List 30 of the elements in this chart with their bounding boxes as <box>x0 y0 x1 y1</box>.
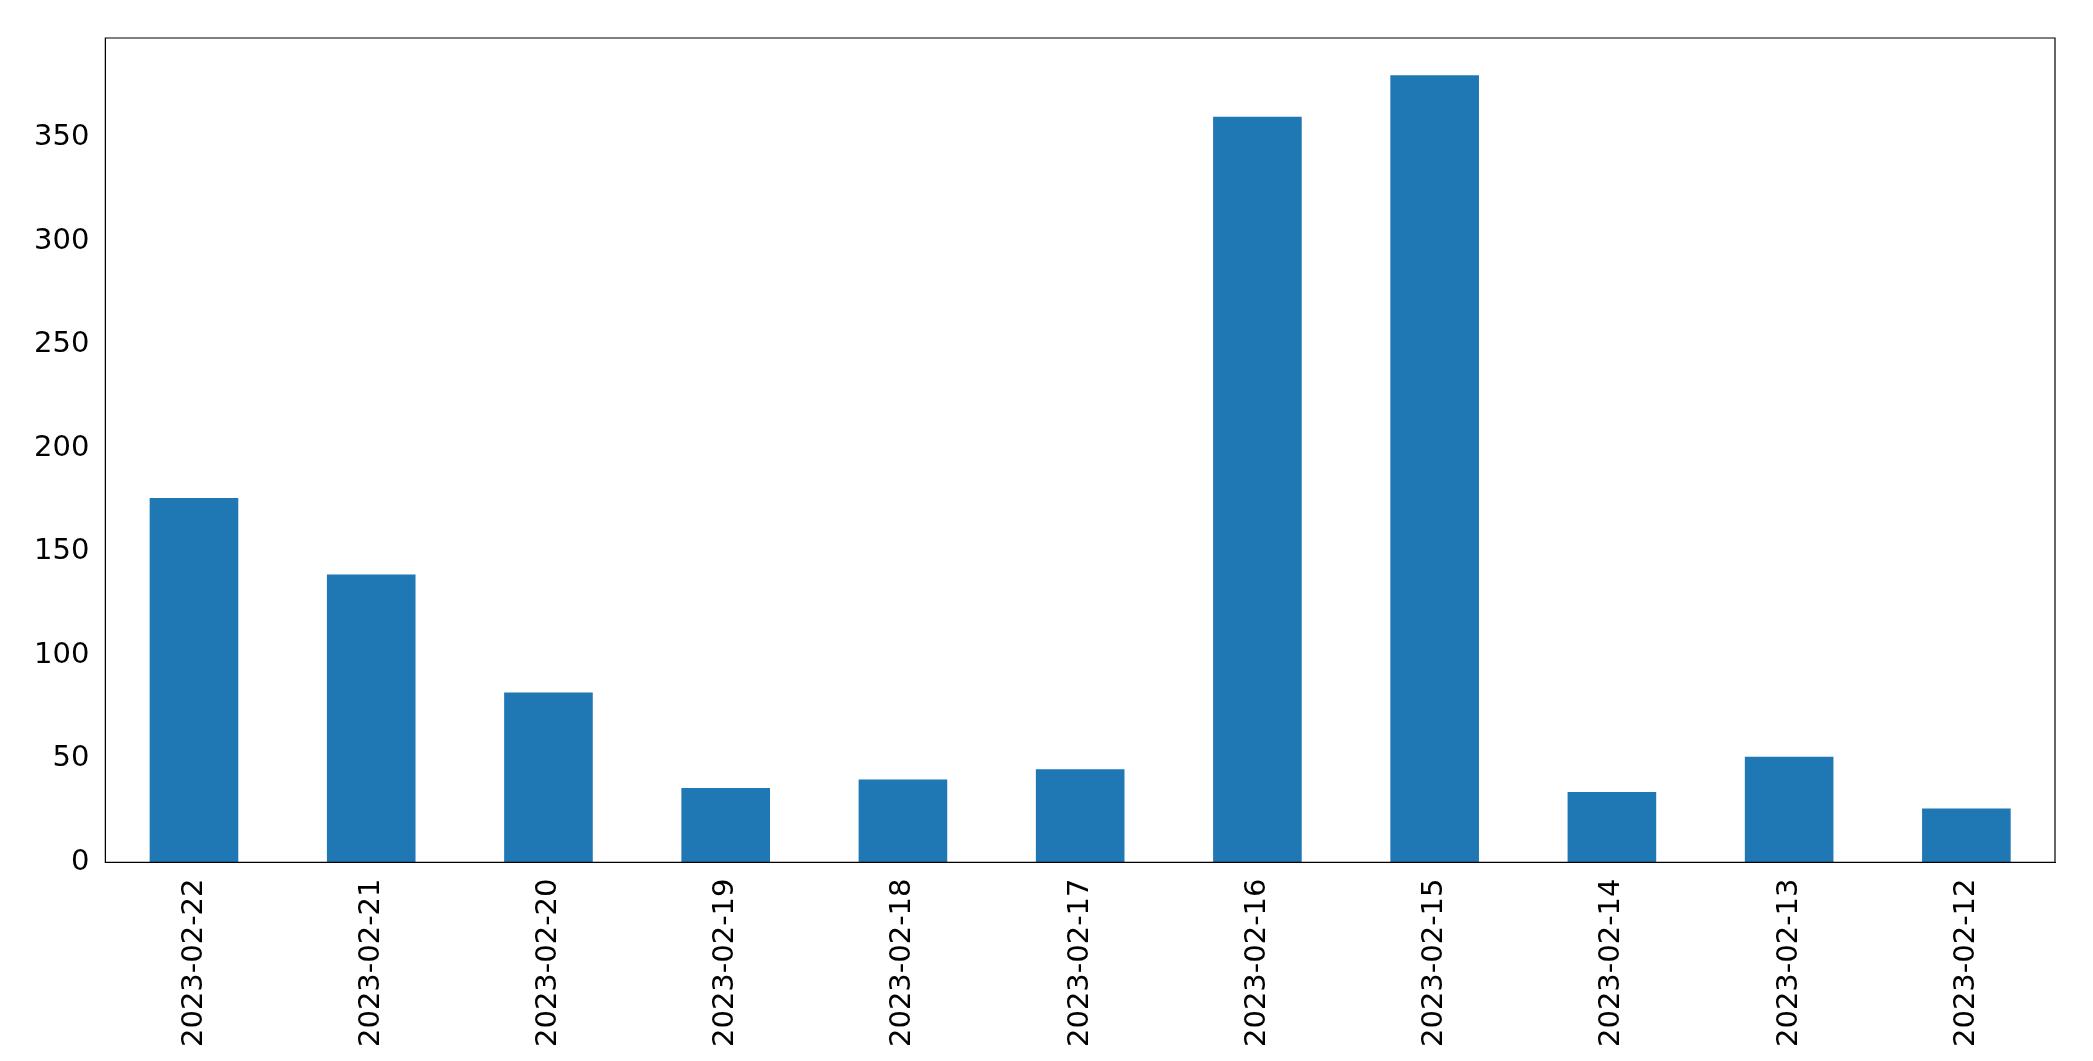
y-tick-label: 150 <box>33 532 90 567</box>
y-tick-label: 250 <box>33 325 90 360</box>
y-tick-label: 350 <box>33 117 90 152</box>
y-tick-label: 300 <box>33 221 90 256</box>
x-tick-label: 2023-02-22 <box>174 878 209 1048</box>
y-tick-label: 50 <box>52 739 90 774</box>
x-tick-label: 2023-02-15 <box>1415 878 1450 1048</box>
bar <box>504 692 593 863</box>
bar <box>1744 756 1834 863</box>
bar <box>1567 792 1657 863</box>
bar <box>326 574 416 863</box>
x-tick-label: 2023-02-17 <box>1060 878 1095 1048</box>
x-tick-label: 2023-02-16 <box>1237 878 1272 1048</box>
x-tick-label: 2023-02-20 <box>528 878 563 1048</box>
x-tick-label: 2023-02-12 <box>1946 878 1981 1048</box>
y-tick-label: 0 <box>70 843 90 877</box>
x-tick-label: 2023-02-13 <box>1769 878 1804 1048</box>
bar <box>1922 808 2011 863</box>
bar <box>858 779 948 863</box>
bar <box>1035 769 1125 863</box>
bar <box>681 787 771 863</box>
y-tick-label: 200 <box>33 428 90 463</box>
x-tick-label: 2023-02-21 <box>351 878 386 1048</box>
y-tick-label: 100 <box>33 635 90 670</box>
x-tick-label: 2023-02-14 <box>1592 878 1627 1048</box>
x-tick-label: 2023-02-18 <box>883 878 918 1048</box>
bar <box>1390 75 1479 863</box>
bar <box>149 497 239 863</box>
x-tick-label: 2023-02-19 <box>706 878 741 1048</box>
bar <box>1213 116 1302 863</box>
